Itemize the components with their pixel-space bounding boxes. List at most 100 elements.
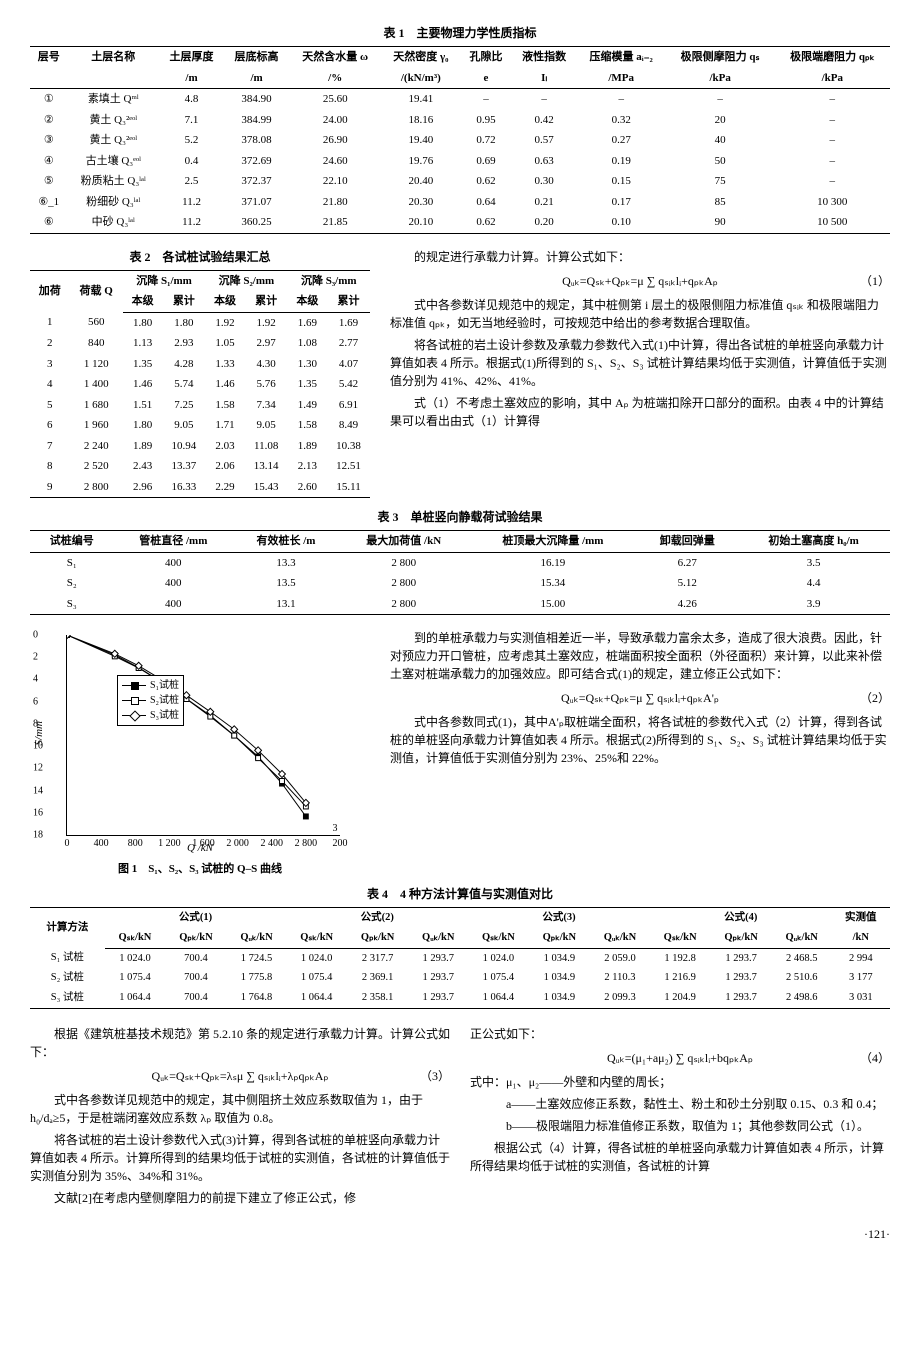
t1-header: 土层名称 <box>68 47 160 68</box>
t4-cell: 2 059.0 <box>590 948 650 968</box>
legend-item: S₁试桩 <box>150 678 179 693</box>
t4-cell: 1 064.4 <box>286 988 347 1008</box>
t2-cell: 15.43 <box>245 477 288 498</box>
t3-cell: 2 800 <box>339 573 469 594</box>
para: 正公式如下： <box>470 1025 890 1043</box>
t2-cell: 7.25 <box>162 395 205 416</box>
t1-cell: 0.21 <box>512 192 577 213</box>
table4-title: 表 4 4 种方法计算值与实测值对比 <box>30 885 890 903</box>
t1-subheader: /kPa <box>666 68 775 89</box>
para: 式中各参数详见规范中的规定，其中侧阻挤土效应系数取值为 1，由于 h₀/dₐ≥5… <box>30 1091 450 1127</box>
t1-cell: 粉细砂 Q₃ˡᵃˡ <box>68 192 160 213</box>
t2-cell: 1.92 <box>205 312 244 333</box>
t1-cell: 10 500 <box>775 212 890 233</box>
t2-cell: 2.13 <box>288 456 327 477</box>
t3-cell: 2 800 <box>339 552 469 573</box>
t1-header: 极限侧摩阻力 qₛ <box>666 47 775 68</box>
t1-cell: 0.63 <box>512 151 577 172</box>
t1-cell: ⑥_1 <box>30 192 68 213</box>
t1-cell: – <box>775 110 890 131</box>
t2-cell: 1.69 <box>288 312 327 333</box>
t1-subheader: /m <box>224 68 289 89</box>
para: 式中：μ₁、μ₂——外壁和内壁的周长； <box>470 1073 890 1091</box>
t4-cell: 1 293.7 <box>710 988 771 1008</box>
t1-cell: – <box>775 171 890 192</box>
legend-item: S₃试桩 <box>150 708 179 723</box>
t1-subheader: e <box>460 68 511 89</box>
t1-cell: 0.20 <box>512 212 577 233</box>
t1-cell: 0.19 <box>577 151 666 172</box>
t4-cell: 2 498.6 <box>772 988 832 1008</box>
t2-cell: 2 520 <box>69 456 122 477</box>
t1-cell: – <box>775 151 890 172</box>
t1-cell: 0.17 <box>577 192 666 213</box>
t2-cell: 3 <box>30 354 69 375</box>
t2-cell: 2.96 <box>123 477 162 498</box>
t4-subheader: /kN <box>832 928 890 948</box>
t2-cell: 2.06 <box>205 456 244 477</box>
x-tick-label: 2 400 <box>261 836 284 851</box>
t2-cell: 1.13 <box>123 333 162 354</box>
t4-cell: 1 024.0 <box>105 948 166 968</box>
t4-cell: 1 075.4 <box>468 968 529 988</box>
t3-cell: 4.26 <box>637 594 737 615</box>
x-tick-label: 3 200 <box>333 821 348 851</box>
t1-header: 层底标高 <box>224 47 289 68</box>
t4-cell: 2 358.1 <box>347 988 408 1008</box>
t4h: 公式(1) <box>105 908 287 928</box>
t1-cell: 10 300 <box>775 192 890 213</box>
t4-subheader: Qₛₖ/kN <box>650 928 711 948</box>
t2-cell: 13.37 <box>162 456 205 477</box>
t1-cell: 0.10 <box>577 212 666 233</box>
t3-cell: S₂ <box>30 573 114 594</box>
t4-subheader: Qₛₖ/kN <box>468 928 529 948</box>
para: 根据公式（4）计算，得各试桩的单桩竖向承载力计算值如表 4 所示，计算所得结果均… <box>470 1139 890 1175</box>
para: 式中各参数同式(1)，其中A'ₚ取桩端全面积，将各试桩的参数代入式（2）计算，得… <box>390 713 890 767</box>
t2h: 沉降 S₁/mm <box>123 270 205 291</box>
t1-cell: 50 <box>666 151 775 172</box>
t1-header: 压缩模量 aᵢ₋₂ <box>577 47 666 68</box>
t3-cell: 13.5 <box>233 573 339 594</box>
t2-cell: 8 <box>30 456 69 477</box>
t3-cell: 15.34 <box>469 573 638 594</box>
t2h: 沉降 S₃/mm <box>288 270 370 291</box>
para: 的规定进行承载力计算。计算公式如下： <box>390 248 890 266</box>
y-tick-label: 4 <box>33 672 38 687</box>
t2-cell: 10.38 <box>327 436 370 457</box>
t4-cell: 2 099.3 <box>590 988 650 1008</box>
t4-cell: 1 075.4 <box>105 968 166 988</box>
t1-cell: 0.42 <box>512 110 577 131</box>
t1-cell: 372.69 <box>224 151 289 172</box>
t2-cell: 1 <box>30 312 69 333</box>
t1-cell: 粉质粘土 Q₃ˡᵃˡ <box>68 171 160 192</box>
t2-cell: 4.30 <box>245 354 288 375</box>
t1-cell: 0.95 <box>460 110 511 131</box>
t2-cell: 1.89 <box>123 436 162 457</box>
t2-cell: 840 <box>69 333 122 354</box>
t1-cell: 24.60 <box>289 151 381 172</box>
t1-cell: 20.40 <box>381 171 460 192</box>
t2-cell: 1.58 <box>205 395 244 416</box>
t4-subheader: Qₚₖ/kN <box>529 928 590 948</box>
t2-cell: 1.80 <box>162 312 205 333</box>
t3-cell: 5.12 <box>637 573 737 594</box>
t2-cell: 1.80 <box>123 415 162 436</box>
t2-cell: 2 240 <box>69 436 122 457</box>
t4-subheader: Qₚₖ/kN <box>165 928 226 948</box>
t2-cell: 1.35 <box>123 354 162 375</box>
t2-cell: 2.29 <box>205 477 244 498</box>
t4h: 公式(2) <box>286 908 468 928</box>
t2-cell: 9 <box>30 477 69 498</box>
t4h: 计算方法 <box>30 908 105 949</box>
t1-cell: 2.5 <box>159 171 224 192</box>
t4-cell: 2 110.3 <box>590 968 650 988</box>
t1-header: 土层厚度 <box>159 47 224 68</box>
t2-subheader: 本级 <box>205 291 244 312</box>
t1-cell: 384.99 <box>224 110 289 131</box>
t1-header: 天然含水量 ω <box>289 47 381 68</box>
page-number: ·121· <box>30 1225 890 1243</box>
t4-cell: 1 293.7 <box>408 948 468 968</box>
t3-cell: 16.19 <box>469 552 638 573</box>
t2-cell: 1 120 <box>69 354 122 375</box>
t4-subheader: Qᵤₖ/kN <box>772 928 832 948</box>
